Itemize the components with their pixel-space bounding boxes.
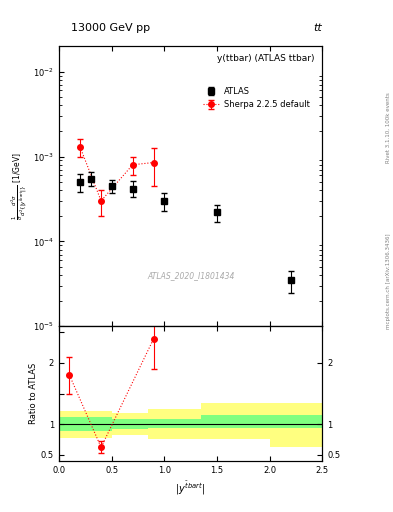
Y-axis label: $\frac{1}{\sigma}\frac{d^2\sigma}{d^2\{|y^{\bar{t}bar{t}}|\}}$ [1/GeV]: $\frac{1}{\sigma}\frac{d^2\sigma}{d^2\{|…	[10, 152, 30, 220]
Legend: ATLAS, Sherpa 2.2.5 default: ATLAS, Sherpa 2.2.5 default	[200, 84, 313, 113]
Y-axis label: Ratio to ATLAS: Ratio to ATLAS	[29, 363, 38, 424]
Text: Rivet 3.1.10, 100k events: Rivet 3.1.10, 100k events	[386, 93, 391, 163]
Text: ATLAS_2020_I1801434: ATLAS_2020_I1801434	[147, 271, 234, 281]
Text: tt: tt	[314, 23, 322, 33]
Text: 13000 GeV pp: 13000 GeV pp	[71, 23, 150, 33]
Text: mcplots.cern.ch [arXiv:1306.3436]: mcplots.cern.ch [arXiv:1306.3436]	[386, 234, 391, 329]
Text: y(ttbar) (ATLAS ttbar): y(ttbar) (ATLAS ttbar)	[217, 54, 314, 63]
X-axis label: $|y^{\bar{t}bar{t}}|$: $|y^{\bar{t}bar{t}}|$	[175, 480, 206, 498]
